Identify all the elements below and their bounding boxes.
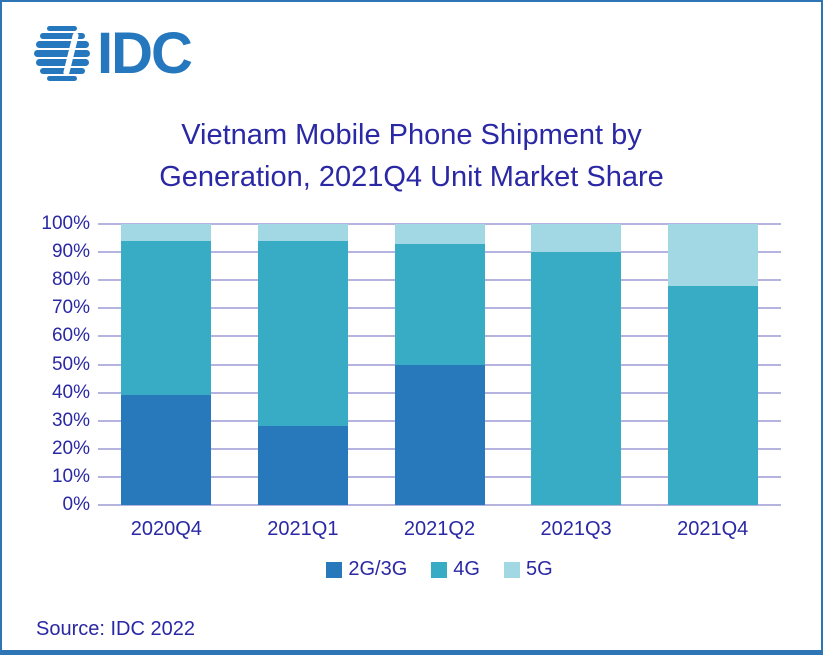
- bar-segment-4g: [667, 285, 758, 505]
- idc-logo: IDC: [34, 21, 193, 86]
- legend-label: 5G: [525, 558, 553, 580]
- y-tick-label: 40%: [51, 381, 90, 403]
- gridline: [98, 504, 781, 506]
- legend-item-4g: 4G: [431, 558, 480, 581]
- x-axis-label-2021Q3: 2021Q3: [540, 518, 612, 540]
- x-axis-label-2021Q4: 2021Q4: [677, 518, 749, 540]
- y-tick-label: 80%: [51, 269, 90, 291]
- bar-segment-5g: [121, 224, 212, 241]
- y-tick-label: 30%: [51, 409, 90, 431]
- chart-title-line2: Generation, 2021Q4 Unit Market Share: [159, 161, 664, 193]
- y-tick-label: 60%: [51, 325, 90, 347]
- legend: 2G/3G 4G 5G: [98, 558, 781, 581]
- plot-area: [98, 223, 781, 506]
- legend-swatch-icon: [431, 561, 448, 578]
- legend-label: 4G: [453, 558, 480, 580]
- bar-2021Q2: [394, 224, 485, 505]
- y-axis: 0% 10% 20% 30% 40% 50% 60% 70% 80% 90% 100%: [2, 213, 90, 515]
- bar-segment-5g: [531, 224, 622, 253]
- bar-segment-4g: [257, 240, 348, 427]
- source-note: Source: IDC 2022: [36, 618, 195, 640]
- legend-swatch-icon: [326, 561, 343, 578]
- bar-segment-4g: [394, 243, 485, 365]
- bar-segment-2g3g: [121, 395, 212, 505]
- bar-2020Q4: [121, 224, 212, 505]
- bar-segment-4g: [531, 252, 622, 505]
- y-tick-label: 50%: [51, 353, 90, 375]
- x-axis: 2020Q4 2021Q1 2021Q2 2021Q3 2021Q4: [98, 518, 781, 544]
- legend-swatch-icon: [503, 561, 520, 578]
- x-axis-label-2020Q4: 2020Q4: [130, 518, 202, 540]
- y-tick-label: 20%: [51, 437, 90, 459]
- bar-segment-4g: [121, 240, 212, 396]
- y-tick-label: 10%: [51, 465, 90, 487]
- bar-segment-5g: [667, 224, 758, 286]
- y-tick-label: 70%: [51, 297, 90, 319]
- legend-item-2g3g: 2G/3G: [326, 558, 407, 581]
- bar-segment-2g3g: [257, 426, 348, 505]
- bar-2021Q1: [257, 224, 348, 505]
- legend-label: 2G/3G: [348, 558, 408, 580]
- bar-segment-2g3g: [394, 364, 485, 505]
- chart-title: Vietnam Mobile Phone Shipment by Generat…: [2, 114, 821, 198]
- idc-logo-text: IDC: [97, 21, 193, 86]
- legend-item-5g: 5G: [503, 558, 553, 581]
- y-tick-label: 100%: [41, 213, 90, 234]
- y-tick-label: 0%: [62, 494, 90, 515]
- gridline: [98, 223, 781, 225]
- x-axis-label-2021Q1: 2021Q1: [267, 518, 339, 540]
- x-axis-label-2021Q2: 2021Q2: [403, 518, 476, 540]
- y-tick-label: 90%: [51, 241, 90, 263]
- idc-globe-icon: [34, 26, 90, 81]
- bar-segment-5g: [257, 224, 348, 241]
- bar-2021Q4: [667, 224, 758, 505]
- bar-2021Q3: [531, 224, 622, 505]
- bar-segment-5g: [394, 224, 485, 244]
- chart-title-line1: Vietnam Mobile Phone Shipment by: [181, 119, 642, 151]
